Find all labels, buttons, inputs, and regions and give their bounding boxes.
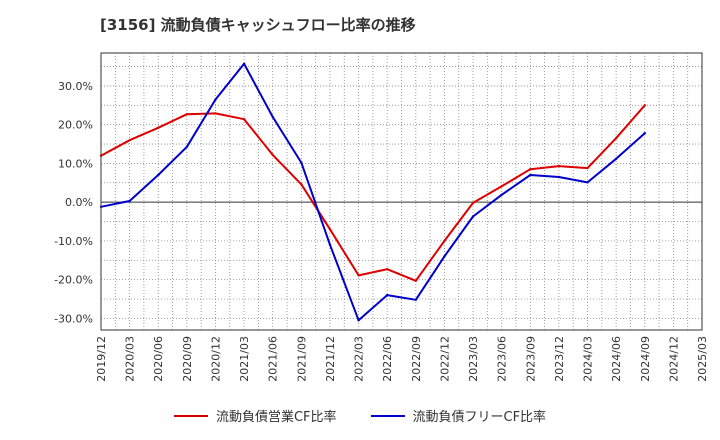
y-tick-label: -30.0% [54, 312, 93, 325]
legend-label-free-cf: 流動負債フリーCF比率 [412, 410, 547, 425]
data-point-0-1 [128, 138, 131, 142]
data-point-1-16 [557, 175, 561, 179]
chart-title: [3156] 流動負債キャッシュフロー比率の推移 [100, 16, 416, 34]
x-tick-label: 2021/09 [295, 336, 308, 382]
legend-item-free-cf: 流動負債フリーCF比率 [370, 406, 547, 425]
x-tick-label: 2020/06 [152, 336, 165, 382]
x-tick-label: 2021/06 [267, 336, 280, 382]
x-tick-label: 2020/09 [181, 336, 194, 382]
data-point-1-5 [242, 62, 246, 66]
y-tick-label: 10.0% [58, 157, 93, 170]
legend: 流動負債営業CF比率 流動負債フリーCF比率 [0, 406, 720, 425]
data-point-1-18 [614, 157, 618, 160]
y-tick-layer: -30.0% -20.0% -10.0% 0.0% 10.0% 20.0% 30.0% [54, 80, 93, 325]
legend-swatch-free-cf [370, 414, 405, 417]
data-point-0-7 [300, 183, 303, 186]
data-point-0-16 [557, 164, 561, 168]
y-tick-label: -10.0% [54, 235, 93, 248]
y-tick-label: -20.0% [54, 274, 93, 287]
data-point-0-6 [271, 153, 274, 157]
y-tick-label: 0.0% [65, 196, 93, 209]
y-tick-label: 30.0% [58, 80, 93, 93]
data-point-0-4 [214, 112, 217, 115]
x-tick-label: 2020/03 [124, 336, 137, 382]
legend-swatch-operating-cf [173, 414, 208, 417]
data-point-1-14 [500, 193, 503, 196]
x-tick-label: 2022/12 [438, 336, 451, 382]
x-tick-label: 2022/03 [353, 336, 366, 382]
data-point-1-1 [128, 199, 131, 203]
data-point-0-8 [328, 228, 332, 231]
x-tick-label: 2024/12 [667, 336, 680, 382]
x-tick-label: 2025/03 [696, 336, 709, 382]
data-point-1-2 [157, 173, 160, 177]
data-point-0-19 [643, 104, 646, 107]
data-point-0-9 [357, 274, 360, 277]
x-tick-label: 2019/12 [95, 336, 108, 382]
x-tick-label: 2024/09 [639, 336, 652, 382]
x-tick-label: 2021/12 [324, 336, 337, 382]
data-point-1-19 [643, 131, 646, 135]
x-tick-layer: 2019/12 2020/03 2020/06 2020/09 2020/12 2021/… [95, 336, 709, 382]
data-point-0-14 [500, 185, 503, 188]
x-tick-label: 2020/12 [209, 336, 222, 382]
data-point-0-18 [614, 137, 618, 140]
data-point-0-11 [414, 279, 418, 282]
series-layer [99, 62, 646, 322]
x-tick-label: 2024/06 [610, 336, 623, 382]
data-point-0-12 [443, 239, 446, 243]
x-tick-label: 2022/09 [410, 336, 423, 382]
x-tick-label: 2021/03 [238, 336, 251, 382]
data-point-1-4 [214, 98, 217, 101]
data-point-1-12 [443, 255, 446, 258]
series-line-1 [100, 62, 646, 322]
y-tick-label: 20.0% [58, 119, 93, 132]
grid-layer [101, 53, 702, 330]
data-point-1-9 [357, 319, 360, 322]
data-point-1-15 [529, 173, 532, 177]
x-tick-label: 2023/12 [553, 336, 566, 382]
data-point-1-11 [414, 298, 418, 301]
legend-item-operating-cf: 流動負債営業CF比率 [173, 406, 337, 425]
data-point-0-17 [586, 166, 589, 170]
x-tick-label: 2023/09 [524, 336, 537, 382]
data-point-0-10 [385, 267, 389, 271]
data-point-1-17 [586, 181, 589, 184]
data-point-1-6 [271, 115, 274, 119]
x-tick-label: 2023/06 [496, 336, 509, 382]
x-tick-label: 2023/03 [467, 336, 480, 382]
data-point-0-13 [471, 201, 475, 205]
data-point-0-2 [157, 126, 160, 129]
data-point-1-3 [185, 145, 189, 148]
legend-label-operating-cf: 流動負債営業CF比率 [215, 410, 337, 425]
x-tick-label: 2024/03 [582, 336, 595, 382]
x-tick-label: 2022/06 [381, 336, 394, 382]
data-point-0-5 [242, 118, 246, 121]
plot-frame [100, 52, 703, 331]
series-line-0 [100, 104, 646, 282]
data-point-0-15 [529, 168, 532, 171]
data-point-1-7 [300, 161, 303, 164]
data-point-0-3 [185, 113, 189, 116]
data-point-1-10 [385, 293, 389, 297]
data-point-1-8 [328, 243, 332, 246]
data-point-1-13 [471, 215, 475, 218]
